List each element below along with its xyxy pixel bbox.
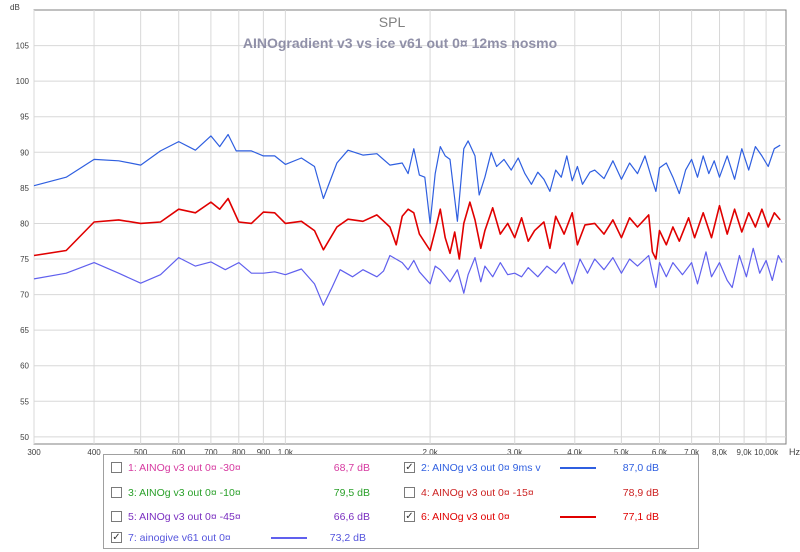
legend-checkbox-4[interactable]	[404, 487, 415, 498]
y-axis-label: dB	[10, 3, 20, 12]
y-tick-label: 90	[20, 148, 29, 157]
legend-item-4[interactable]: 4: AINOg v3 out 0¤ -15¤ 78,9 dB	[404, 484, 694, 502]
x-axis-label: Hz	[789, 447, 800, 457]
legend-label-1: 1: AINOg v3 out 0¤ -30¤	[128, 462, 241, 474]
legend-value-3: 79,5 dB	[333, 487, 370, 499]
y-tick-label: 50	[20, 433, 29, 442]
x-tick-label: 300	[27, 448, 41, 457]
legend-checkbox-5[interactable]	[111, 511, 122, 522]
x-tick-label: 600	[172, 448, 186, 457]
legend-label-6: 6: AINOg v3 out 0¤	[421, 511, 510, 523]
x-tick-label: 400	[87, 448, 101, 457]
legend-item-2[interactable]: ✓ 2: AINOg v3 out 0¤ 9ms v 87,0 dB	[404, 459, 694, 477]
y-tick-label: 65	[20, 326, 29, 335]
x-tick-label: 8,0k	[712, 448, 728, 457]
legend-panel: 1: AINOg v3 out 0¤ -30¤ 68,7 dB ✓ 2: AIN…	[103, 454, 699, 549]
y-tick-label: 95	[20, 113, 29, 122]
legend-value-7: 73,2 dB	[329, 532, 366, 544]
x-tick-label: 10,00k	[754, 448, 779, 457]
spl-chart: 50 55 60 65 70 75 80 85 90 95 100 105 300 400 500 600 7…	[10, 3, 800, 457]
x-tick-label: 9,0k	[737, 448, 753, 457]
legend-swatch-7	[271, 537, 307, 539]
legend-item-5[interactable]: 5: AINOg v3 out 0¤ -45¤ 66,6 dB	[111, 508, 401, 526]
x-tick-label: 2,0k	[423, 448, 439, 457]
legend-label-2: 2: AINOg v3 out 0¤ 9ms v	[421, 462, 541, 474]
y-tick-label: 80	[20, 219, 29, 228]
legend-item-1[interactable]: 1: AINOg v3 out 0¤ -30¤ 68,7 dB	[111, 459, 401, 477]
y-tick-label: 100	[16, 77, 30, 86]
x-tick-label: 1,0k	[278, 448, 294, 457]
x-tick-label: 700	[204, 448, 218, 457]
x-tick-label: 4,0k	[567, 448, 583, 457]
chart-subtitle: AINOgradient v3 vs ice v61 out 0¤ 12ms n…	[243, 35, 557, 51]
legend-label-5: 5: AINOg v3 out 0¤ -45¤	[128, 511, 241, 523]
legend-value-1: 68,7 dB	[333, 462, 370, 474]
series-line-2	[33, 197, 781, 260]
y-tick-label: 105	[16, 42, 30, 51]
y-tick-label: 70	[20, 291, 29, 300]
legend-item-6[interactable]: ✓ 6: AINOg v3 out 0¤ 77,1 dB	[404, 508, 694, 526]
y-tick-label: 55	[20, 397, 29, 406]
legend-swatch-2	[560, 467, 596, 469]
y-tick-label: 60	[20, 362, 29, 371]
legend-checkbox-1[interactable]	[111, 462, 122, 473]
series-line-3	[33, 247, 783, 306]
legend-label-4: 4: AINOg v3 out 0¤ -15¤	[421, 487, 534, 499]
x-tick-label: 7,0k	[684, 448, 700, 457]
legend-checkbox-7[interactable]: ✓	[111, 532, 122, 543]
x-tick-label: 5,0k	[614, 448, 630, 457]
legend-label-7: 7: ainogive v61 out 0¤	[128, 532, 231, 544]
x-tick-label: 6,0k	[652, 448, 668, 457]
legend-value-2: 87,0 dB	[622, 462, 659, 474]
legend-item-7[interactable]: ✓ 7: ainogive v61 out 0¤ 73,2 dB	[111, 529, 401, 547]
chart-title: SPL	[379, 14, 406, 30]
legend-checkbox-6[interactable]: ✓	[404, 511, 415, 522]
x-tick-label: 900	[257, 448, 271, 457]
legend-value-5: 66,6 dB	[333, 511, 370, 523]
legend-value-4: 78,9 dB	[622, 487, 659, 499]
legend-swatch-6	[560, 516, 596, 518]
legend-checkbox-2[interactable]: ✓	[404, 462, 415, 473]
plot-area	[33, 9, 787, 445]
legend-label-3: 3: AINOg v3 out 0¤ -10¤	[128, 487, 241, 499]
x-tick-label: 500	[134, 448, 148, 457]
y-tick-label: 85	[20, 184, 29, 193]
series-line-1	[33, 133, 781, 224]
x-tick-label: 800	[232, 448, 246, 457]
legend-value-6: 77,1 dB	[622, 511, 659, 523]
legend-item-3[interactable]: 3: AINOg v3 out 0¤ -10¤ 79,5 dB	[111, 484, 401, 502]
legend-checkbox-3[interactable]	[111, 487, 122, 498]
x-tick-label: 3,0k	[507, 448, 523, 457]
y-tick-label: 75	[20, 255, 29, 264]
